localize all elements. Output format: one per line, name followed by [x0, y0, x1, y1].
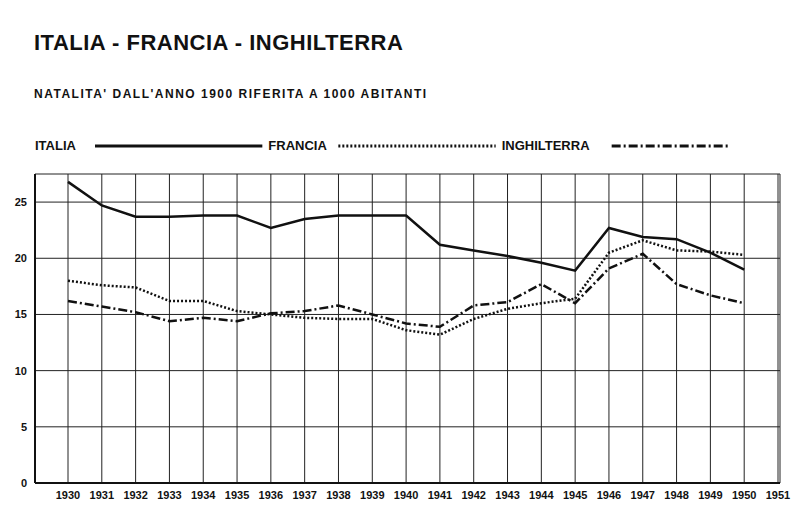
svg-text:1949: 1949: [698, 489, 722, 501]
svg-text:0: 0: [21, 477, 27, 489]
svg-text:1931: 1931: [90, 489, 114, 501]
svg-text:1934: 1934: [191, 489, 216, 501]
svg-text:1946: 1946: [597, 489, 621, 501]
svg-text:ITALIA: ITALIA: [35, 138, 77, 153]
svg-text:1942: 1942: [461, 489, 485, 501]
svg-text:1948: 1948: [664, 489, 688, 501]
svg-text:INGHILTERRA: INGHILTERRA: [502, 138, 590, 153]
svg-text:1930: 1930: [56, 489, 80, 501]
svg-text:1941: 1941: [428, 489, 452, 501]
svg-text:1932: 1932: [123, 489, 147, 501]
svg-text:15: 15: [15, 308, 27, 320]
svg-text:1940: 1940: [394, 489, 418, 501]
svg-text:1933: 1933: [157, 489, 181, 501]
svg-text:1951: 1951: [766, 489, 790, 501]
svg-text:20: 20: [15, 252, 27, 264]
svg-text:1938: 1938: [326, 489, 350, 501]
svg-text:1947: 1947: [631, 489, 655, 501]
html-text:NATALITA' DALL'ANNO 1900 RIFER: NATALITA' DALL'ANNO 1900 RIFERITA A 1000…: [34, 87, 428, 101]
svg-text:1935: 1935: [225, 489, 249, 501]
svg-text:5: 5: [21, 421, 27, 433]
html-text:ITALIA - FRANCIA - INGHILTERRA: ITALIA - FRANCIA - INGHILTERRA: [34, 30, 404, 55]
svg-text:1937: 1937: [292, 489, 316, 501]
svg-text:25: 25: [15, 196, 27, 208]
svg-text:1943: 1943: [495, 489, 519, 501]
svg-text:1936: 1936: [259, 489, 283, 501]
svg-text:1950: 1950: [732, 489, 756, 501]
svg-text:1945: 1945: [563, 489, 587, 501]
svg-text:1939: 1939: [360, 489, 384, 501]
svg-text:1944: 1944: [529, 489, 554, 501]
svg-text:10: 10: [15, 365, 27, 377]
svg-text:FRANCIA: FRANCIA: [268, 138, 327, 153]
